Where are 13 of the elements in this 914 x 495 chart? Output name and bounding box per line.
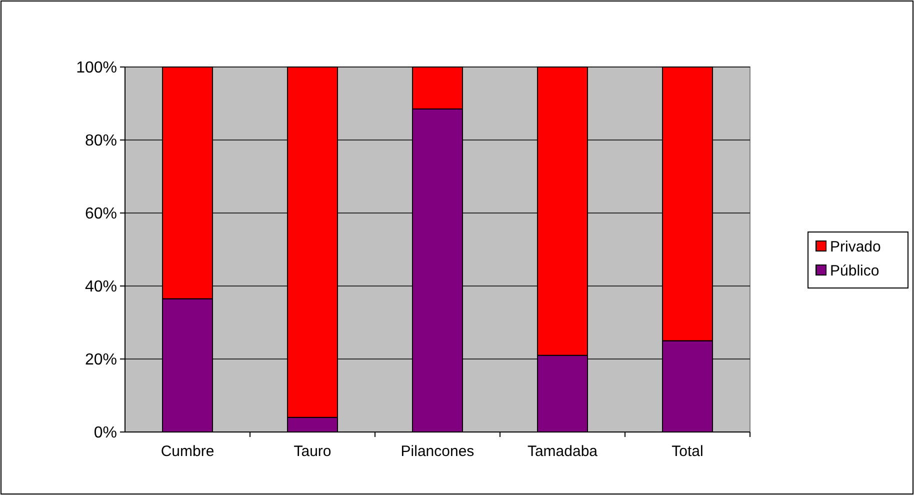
y-tick-label: 80% <box>84 132 117 150</box>
x-tick-label: Tamadaba <box>527 443 598 460</box>
y-tick-label: 100% <box>76 60 117 77</box>
legend-label: Privado <box>830 238 881 256</box>
y-tick-label: 40% <box>84 278 117 296</box>
x-tick-label: Pilancones <box>400 443 474 460</box>
y-tick-label: 60% <box>84 206 117 223</box>
y-tick-label: 20% <box>84 352 117 369</box>
y-tick-label: 0% <box>94 424 117 442</box>
x-tick-label: Cumbre <box>160 443 214 460</box>
legend-label: Público <box>830 262 880 280</box>
x-tick-label: Total <box>672 443 704 460</box>
x-tick-label: Tauro <box>294 443 332 460</box>
